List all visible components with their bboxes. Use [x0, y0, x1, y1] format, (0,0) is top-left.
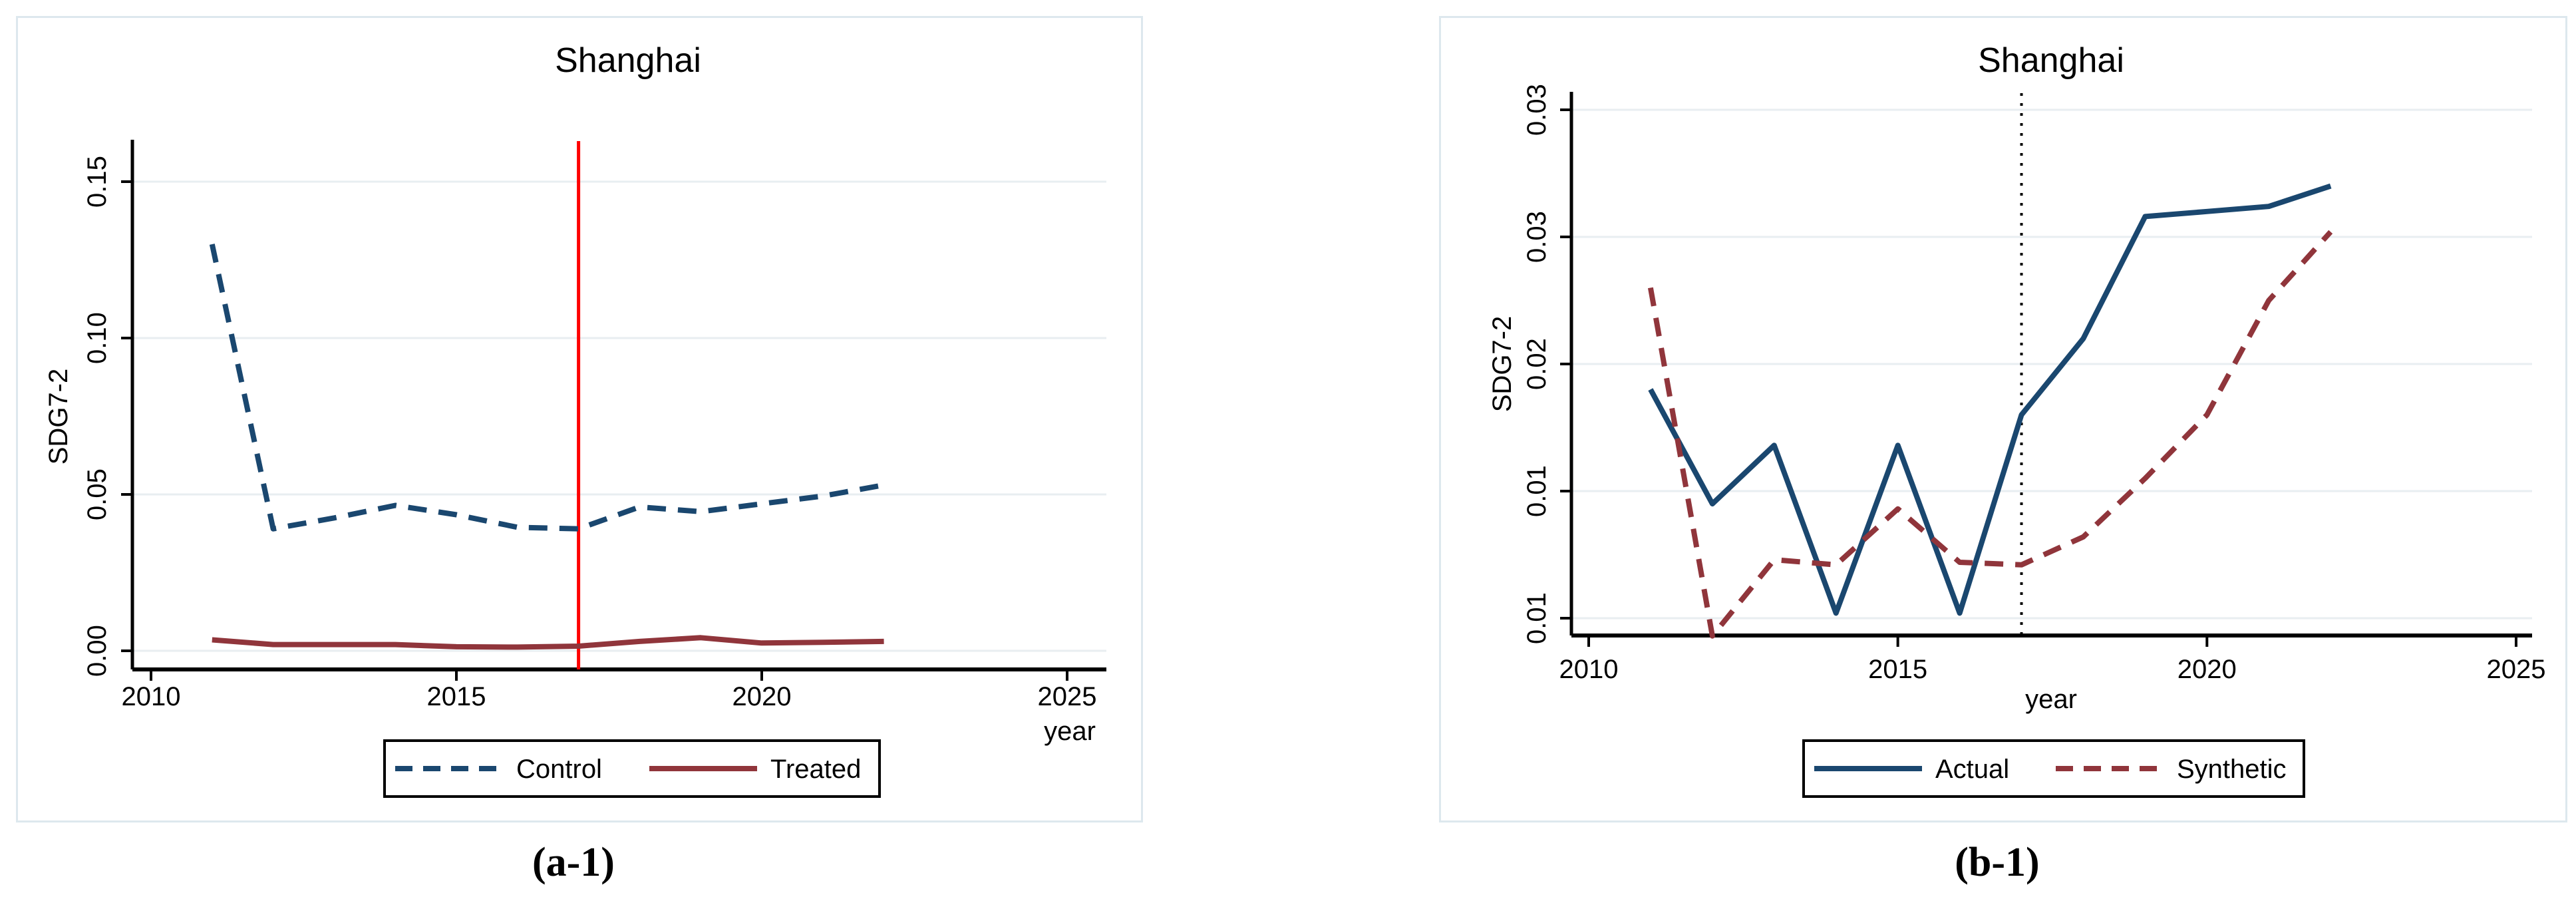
legend-control-label: Control	[516, 755, 602, 784]
panel-b1-border	[1439, 16, 2567, 822]
panel-a1-legend: Control Treated	[383, 739, 881, 798]
panel-a1-x-axis-title: year	[1044, 717, 1096, 746]
series-line-control	[209, 244, 885, 532]
panel-b1-x-axis-title: year	[2025, 685, 2077, 714]
y-tick-label: 0.15	[82, 156, 112, 208]
x-tick-label: 2020	[732, 682, 792, 711]
series-line-treated	[212, 635, 884, 650]
series-line-synthetic	[1647, 230, 2333, 639]
y-tick-label: 0.10	[82, 312, 112, 364]
panel-a1: Shanghai 0.00 0.05 0.10 0.15 2010 2015 2020 202…	[16, 16, 1143, 885]
y-tick-label: 0.03	[1522, 84, 1551, 136]
y-tick-label: 0.01	[1522, 592, 1551, 644]
y-tick-label: 0.01	[1522, 465, 1551, 517]
panel-a1-title: Shanghai	[555, 41, 701, 80]
panel-a1-plot-area: 0.00 0.05 0.10 0.15 2010 2015 2020 2025	[82, 140, 1106, 711]
x-tick-label: 2010	[122, 682, 181, 711]
panel-b1-y-axis-title: SDG7-2	[1488, 316, 1517, 413]
x-tick-label: 2010	[1559, 655, 1619, 684]
y-tick-label: 0.00	[82, 625, 112, 677]
series-line-actual	[1648, 183, 2332, 616]
y-tick-label: 0.05	[82, 468, 112, 520]
panel-a1-y-axis-title: SDG7-2	[44, 369, 73, 465]
legend-actual-label: Actual	[1935, 755, 2009, 784]
x-tick-label: 2015	[1868, 655, 1927, 684]
y-tick-label: 0.02	[1522, 338, 1551, 390]
y-tick-label: 0.03	[1522, 211, 1551, 263]
legend-synthetic-label: Synthetic	[2177, 755, 2287, 784]
panel-b1-caption: (b-1)	[1955, 840, 2039, 885]
panel-b1-plot-area: 0.01 0.01 0.02 0.03 0.03 2010 2015 2020 2025	[1522, 84, 2545, 684]
x-tick-label: 2020	[2177, 655, 2237, 684]
legend-treated-label: Treated	[770, 755, 861, 784]
panel-b1-title: Shanghai	[1978, 41, 2124, 80]
panel-b1-legend: Actual Synthetic	[1802, 739, 2305, 798]
panel-a1-caption: (a-1)	[532, 840, 615, 885]
x-tick-label: 2025	[1038, 682, 1097, 711]
panel-b1: Shanghai 0.01 0.01 0.02 0.03 0.03 2010 2015 202…	[1439, 16, 2567, 885]
x-tick-label: 2015	[427, 682, 486, 711]
x-tick-label: 2025	[2486, 655, 2545, 684]
